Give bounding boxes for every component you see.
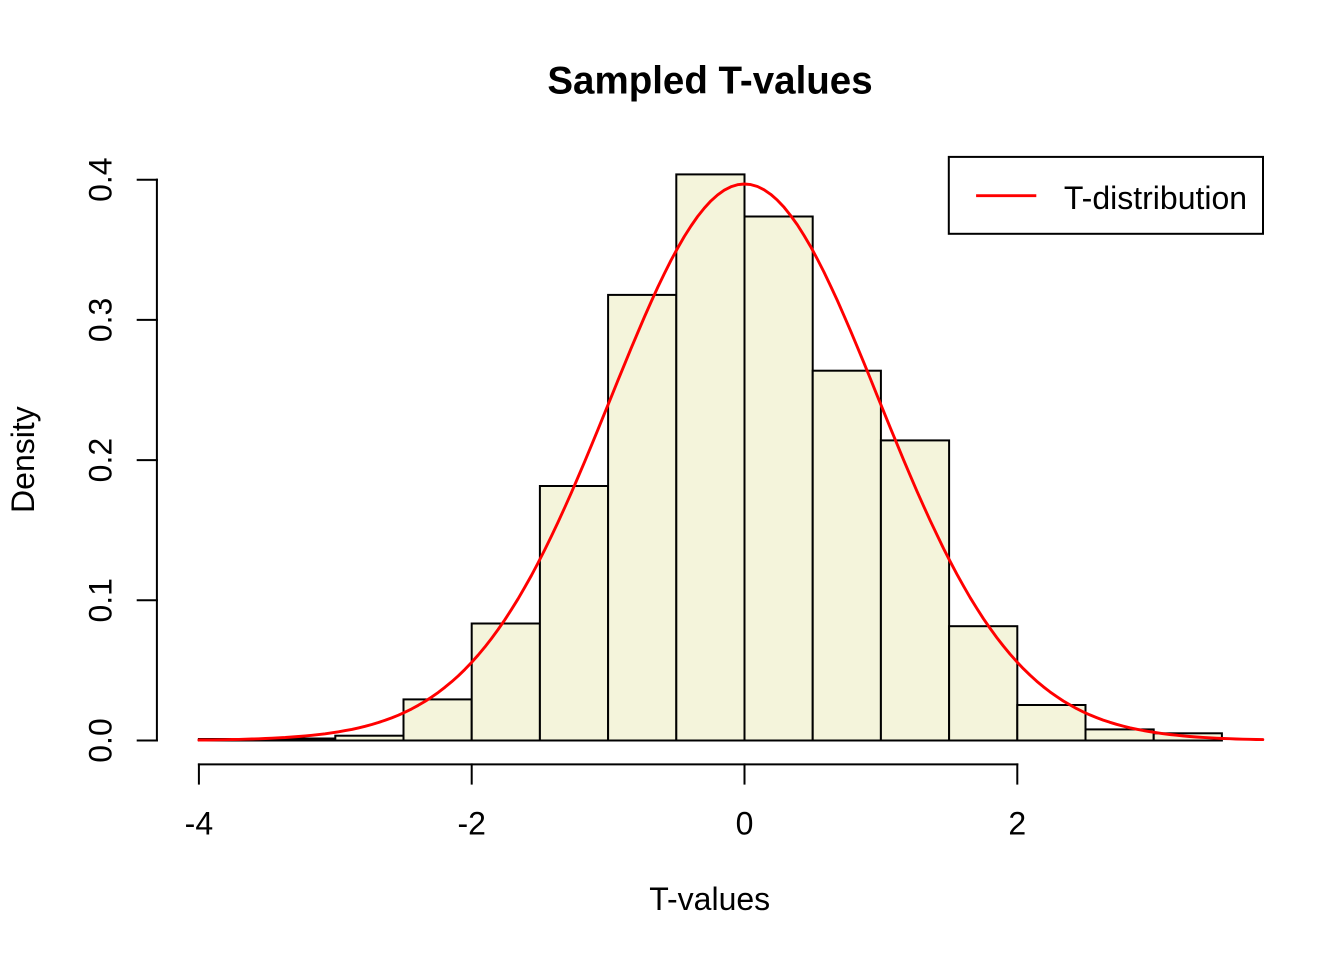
svg-text:Density: Density bbox=[5, 406, 41, 513]
svg-text:0: 0 bbox=[736, 806, 754, 842]
svg-text:2: 2 bbox=[1008, 806, 1026, 842]
svg-text:T-distribution: T-distribution bbox=[1064, 180, 1247, 216]
svg-text:0.0: 0.0 bbox=[83, 718, 119, 762]
svg-text:0.2: 0.2 bbox=[83, 438, 119, 482]
svg-text:-4: -4 bbox=[185, 806, 213, 842]
svg-text:T-values: T-values bbox=[649, 881, 770, 917]
svg-text:0.1: 0.1 bbox=[83, 578, 119, 622]
svg-text:0.4: 0.4 bbox=[83, 157, 119, 201]
svg-text:-2: -2 bbox=[457, 806, 485, 842]
svg-text:0.3: 0.3 bbox=[83, 298, 119, 342]
svg-text:Sampled T-values: Sampled T-values bbox=[547, 60, 872, 103]
